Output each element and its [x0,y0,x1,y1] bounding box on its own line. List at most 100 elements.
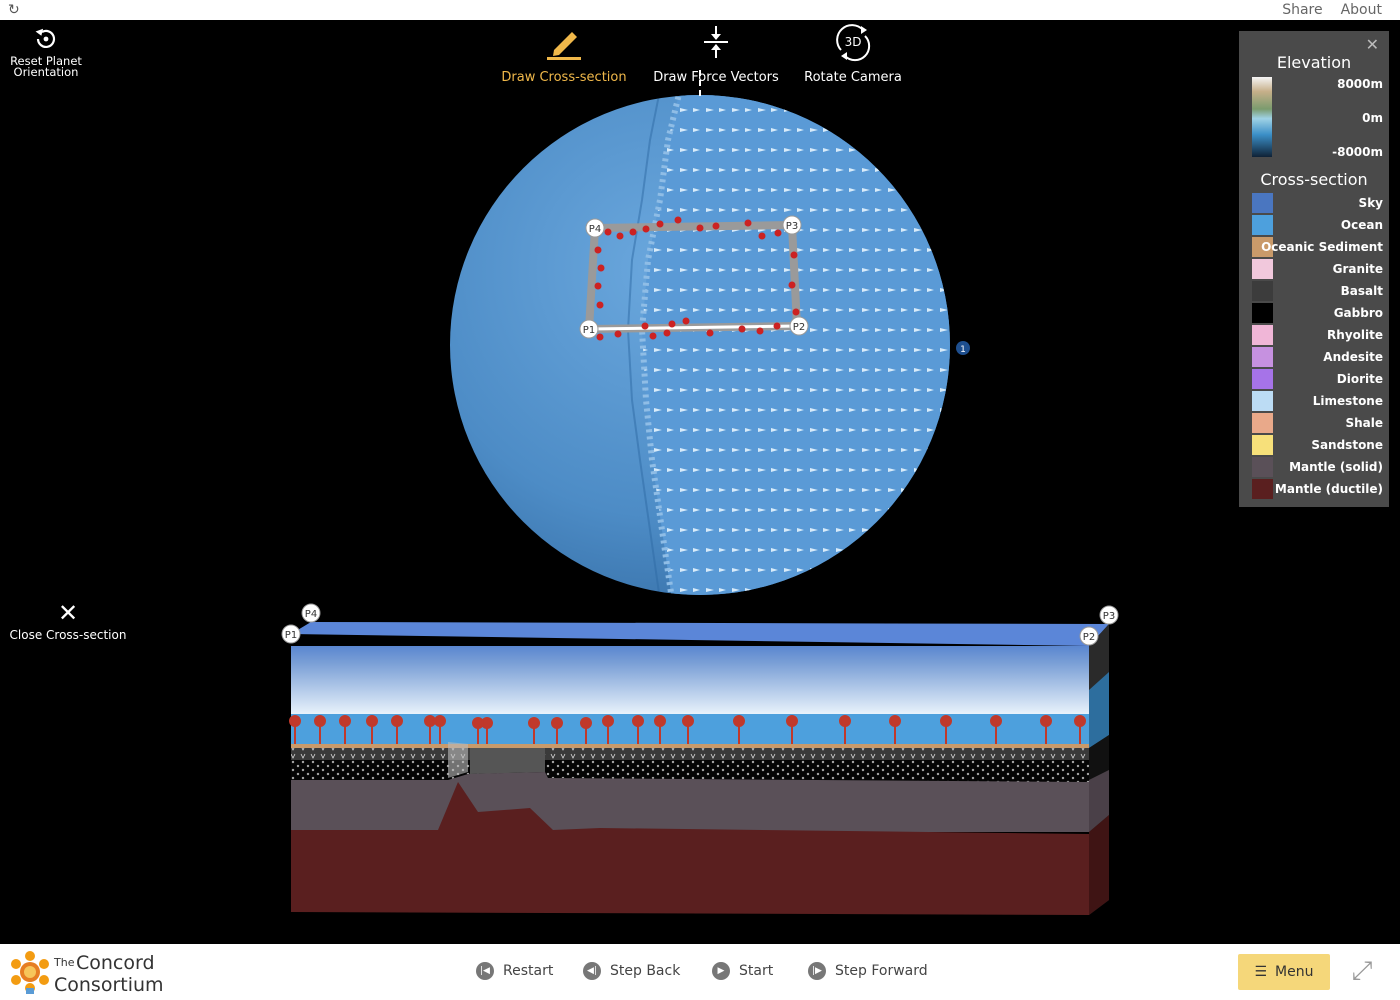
hamburger-icon: ☰ [1254,964,1268,980]
rotate-reset-icon [35,28,56,48]
cs-gabbro-layer [291,760,1089,782]
svg-text:P4: P4 [305,609,317,620]
concord-logo-icon [11,951,49,994]
cs-sediment-layer [291,744,1089,748]
legend-item-label: Basalt [1340,284,1383,298]
cross-section-panel[interactable]: P4 P1 P3 P2 [281,603,1119,915]
fullscreen-icon[interactable]: ⤢ [1351,956,1373,986]
legend-item: Basalt [1252,281,1383,301]
cs-sky-layer [291,646,1089,714]
legend-close-icon[interactable]: ✕ [1365,35,1379,54]
about-link[interactable]: About [1340,2,1382,18]
legend-swatch [1252,237,1273,257]
cs-mantle-ductile-layer [291,782,1089,915]
step-back-button[interactable]: ◀| Step Back [583,962,680,980]
legend-item-label: Mantle (ductile) [1274,482,1383,496]
restart-label: Restart [503,963,554,979]
share-link[interactable]: Share [1282,2,1323,18]
cs-basalt-layer [291,748,1089,760]
svg-text:P4: P4 [589,224,601,235]
svg-text:P3: P3 [786,221,798,232]
reload-icon[interactable]: ↻ [8,2,20,18]
draw-force-vectors-button[interactable]: Draw Force Vectors [648,24,784,85]
legend-item: Gabbro [1252,303,1383,323]
elevation-label-zero: 0m [1362,111,1383,125]
close-cross-section-label: Close Cross-section [9,628,127,642]
volcano-markers [594,216,800,341]
legend-item: Limestone [1252,391,1383,411]
rotate-camera-button[interactable]: 3D Rotate Camera [800,24,906,85]
legend-item-label: Diorite [1336,372,1383,386]
force-vectors-icon [704,26,728,58]
elevation-label-min: -8000m [1332,145,1383,159]
globe-point-p4[interactable]: P4 [585,218,605,238]
legend-swatch [1252,215,1273,235]
plate-number-badge: 1 [956,341,970,355]
legend-item-label: Sandstone [1311,438,1383,452]
step-forward-button[interactable]: |▶ Step Forward [808,962,928,980]
draw-force-vectors-label: Draw Force Vectors [653,70,779,85]
svg-text:1: 1 [960,345,966,355]
reset-planet-orientation-button[interactable]: Reset Planet Orientation [8,26,84,78]
legend-swatch [1252,303,1273,323]
legend-item: Sandstone [1252,435,1383,455]
cs-volcano-pins [289,715,1086,744]
cs-corner-p4[interactable]: P4 [301,603,321,623]
menu-label: Menu [1275,964,1314,980]
legend-swatch [1252,281,1273,301]
plate-boundary [638,95,683,595]
legend-swatch [1252,413,1273,433]
restart-button[interactable]: |◀ Restart [476,962,553,980]
legend-item-label: Mantle (solid) [1289,460,1383,474]
legend-item-label: Limestone [1312,394,1383,408]
step-back-label: Step Back [610,963,681,979]
top-bar: ↻ Share About [0,0,1400,20]
close-icon: ✕ [57,599,79,627]
legend-item: Andesite [1252,347,1383,367]
legend-item: Mantle (ductile) [1252,479,1383,499]
logo-the: The [54,956,75,969]
legend-item: Mantle (solid) [1252,457,1383,477]
draw-cross-section-button[interactable]: Draw Cross-section [494,24,634,85]
elevation-label-max: 8000m [1337,77,1383,91]
legend-swatch [1252,457,1273,477]
restart-icon: |◀ [476,962,494,980]
cs-top-surface [291,622,1109,646]
close-cross-section-button[interactable]: ✕ Close Cross-section [8,599,128,642]
legend-swatch [1252,391,1273,411]
start-button[interactable]: ▶ Start [712,962,773,980]
concord-consortium-logo: The Concord Consortium [10,950,170,996]
top-links: Share About [1282,0,1400,20]
legend-item-label: Shale [1345,416,1383,430]
cross-section-outline[interactable]: P4 P3 P1 P2 [579,215,809,341]
legend-swatch [1252,369,1273,389]
cs-corner-p2[interactable]: P2 [1079,626,1099,646]
globe-point-p1[interactable]: P1 [579,319,599,339]
svg-text:P1: P1 [285,630,297,641]
legend-swatch [1252,347,1273,367]
legend-swatch [1252,435,1273,455]
force-arrows-field [642,95,950,595]
start-label: Start [739,963,774,979]
pencil-icon [547,32,581,60]
rotate-camera-label: Rotate Camera [804,70,902,85]
svg-text:P2: P2 [793,322,805,333]
cs-corner-p3[interactable]: P3 [1099,605,1119,625]
cs-corner-p1[interactable]: P1 [281,624,301,644]
cross-section-legend-title: Cross-section [1260,170,1368,189]
globe-point-p3[interactable]: P3 [782,215,802,235]
menu-button[interactable]: ☰ Menu [1238,954,1330,990]
planet-globe[interactable]: P4 P3 P1 P2 1 [450,70,970,600]
bottom-bar: The Concord Consortium |◀ Restart ◀| Ste… [0,944,1400,1000]
rotate-3d-text: 3D [845,35,862,49]
legend-swatch [1252,325,1273,345]
legend-item: Rhyolite [1252,325,1383,345]
draw-cross-section-label: Draw Cross-section [501,70,627,85]
legend-item: Ocean [1252,215,1383,235]
globe-point-p2[interactable]: P2 [789,316,809,336]
elevation-title: Elevation [1276,53,1352,72]
play-icon: ▶ [712,962,730,980]
svg-text:P1: P1 [583,325,595,336]
svg-text:P2: P2 [1083,632,1095,643]
